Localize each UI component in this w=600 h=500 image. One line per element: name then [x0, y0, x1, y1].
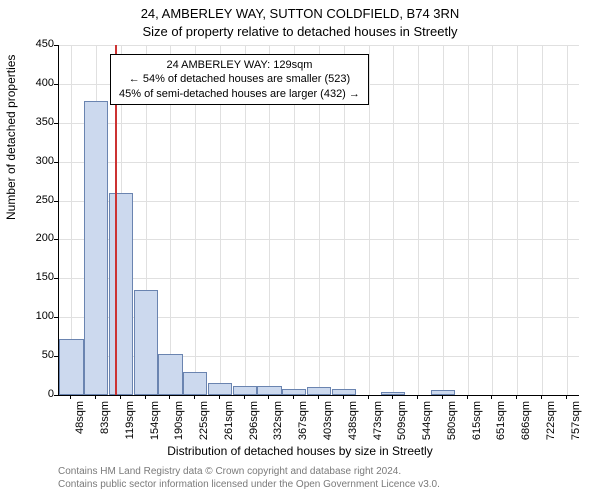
histogram-bar: [59, 339, 83, 395]
xtick-label: 651sqm: [495, 401, 507, 445]
annotation-box: 24 AMBERLEY WAY: 129sqm ← 54% of detache…: [110, 54, 369, 105]
xtick-mark: [467, 395, 468, 399]
attribution: Contains HM Land Registry data © Crown c…: [58, 466, 440, 491]
ytick-mark: [54, 45, 58, 46]
xtick-mark: [368, 395, 369, 399]
xtick-mark: [293, 395, 294, 399]
histogram-bar: [158, 354, 182, 395]
histogram-bar: [307, 387, 331, 395]
histogram-bar: [208, 383, 232, 395]
chart-title-line1: 24, AMBERLEY WAY, SUTTON COLDFIELD, B74 …: [0, 6, 600, 21]
ytick-label: 150: [14, 271, 54, 283]
ytick-mark: [54, 201, 58, 202]
histogram-bar: [134, 290, 158, 395]
xtick-mark: [219, 395, 220, 399]
ytick-label: 100: [14, 310, 54, 322]
xtick-label: 509sqm: [396, 401, 408, 445]
xtick-mark: [244, 395, 245, 399]
xtick-mark: [70, 395, 71, 399]
xtick-label: 83sqm: [99, 401, 111, 445]
xtick-label: 686sqm: [520, 401, 532, 445]
xtick-label: 190sqm: [173, 401, 185, 445]
xtick-label: 757sqm: [570, 401, 582, 445]
histogram-bar: [257, 386, 281, 395]
xtick-label: 438sqm: [347, 401, 359, 445]
xtick-mark: [145, 395, 146, 399]
ytick-mark: [54, 162, 58, 163]
xtick-mark: [491, 395, 492, 399]
ytick-label: 400: [14, 77, 54, 89]
ytick-label: 0: [14, 388, 54, 400]
histogram-bar: [332, 389, 356, 395]
chart-title-line2: Size of property relative to detached ho…: [0, 24, 600, 39]
gridline-v: [468, 45, 469, 395]
attribution-line2: Contains public sector information licen…: [58, 479, 440, 492]
ytick-label: 200: [14, 232, 54, 244]
xtick-label: 296sqm: [248, 401, 260, 445]
gridline-v: [443, 45, 444, 395]
xtick-mark: [194, 395, 195, 399]
xtick-label: 332sqm: [272, 401, 284, 445]
xtick-mark: [318, 395, 319, 399]
ytick-mark: [54, 239, 58, 240]
xtick-mark: [343, 395, 344, 399]
xtick-mark: [541, 395, 542, 399]
gridline-v: [542, 45, 543, 395]
xtick-label: 615sqm: [471, 401, 483, 445]
gridline-v: [418, 45, 419, 395]
ytick-label: 300: [14, 155, 54, 167]
xtick-mark: [120, 395, 121, 399]
histogram-bar: [183, 372, 207, 395]
xtick-label: 48sqm: [74, 401, 86, 445]
gridline-v: [567, 45, 568, 395]
xtick-label: 473sqm: [372, 401, 384, 445]
xtick-label: 544sqm: [421, 401, 433, 445]
xtick-label: 261sqm: [223, 401, 235, 445]
histogram-bar: [109, 193, 133, 395]
ytick-mark: [54, 395, 58, 396]
xtick-label: 580sqm: [446, 401, 458, 445]
x-axis-label: Distribution of detached houses by size …: [0, 444, 600, 458]
xtick-label: 403sqm: [322, 401, 334, 445]
annotation-line2: ← 54% of detached houses are smaller (52…: [119, 72, 360, 86]
ytick-label: 450: [14, 38, 54, 50]
ytick-mark: [54, 84, 58, 85]
ytick-mark: [54, 317, 58, 318]
xtick-mark: [516, 395, 517, 399]
xtick-mark: [417, 395, 418, 399]
histogram-bar: [84, 101, 108, 395]
ytick-label: 50: [14, 349, 54, 361]
ytick-label: 350: [14, 116, 54, 128]
histogram-bar: [233, 386, 257, 395]
xtick-mark: [95, 395, 96, 399]
xtick-label: 225sqm: [198, 401, 210, 445]
xtick-label: 119sqm: [124, 401, 136, 445]
attribution-line1: Contains HM Land Registry data © Crown c…: [58, 466, 440, 479]
annotation-line3: 45% of semi-detached houses are larger (…: [119, 87, 360, 101]
gridline-v: [492, 45, 493, 395]
gridline-v: [517, 45, 518, 395]
xtick-mark: [392, 395, 393, 399]
xtick-mark: [169, 395, 170, 399]
ytick-mark: [54, 278, 58, 279]
ytick-mark: [54, 356, 58, 357]
annotation-line1: 24 AMBERLEY WAY: 129sqm: [119, 58, 360, 72]
xtick-mark: [268, 395, 269, 399]
xtick-mark: [566, 395, 567, 399]
xtick-mark: [442, 395, 443, 399]
xtick-label: 367sqm: [297, 401, 309, 445]
ytick-mark: [54, 123, 58, 124]
xtick-label: 722sqm: [545, 401, 557, 445]
xtick-label: 154sqm: [149, 401, 161, 445]
histogram-bar: [431, 390, 455, 395]
ytick-label: 250: [14, 194, 54, 206]
gridline-v: [393, 45, 394, 395]
